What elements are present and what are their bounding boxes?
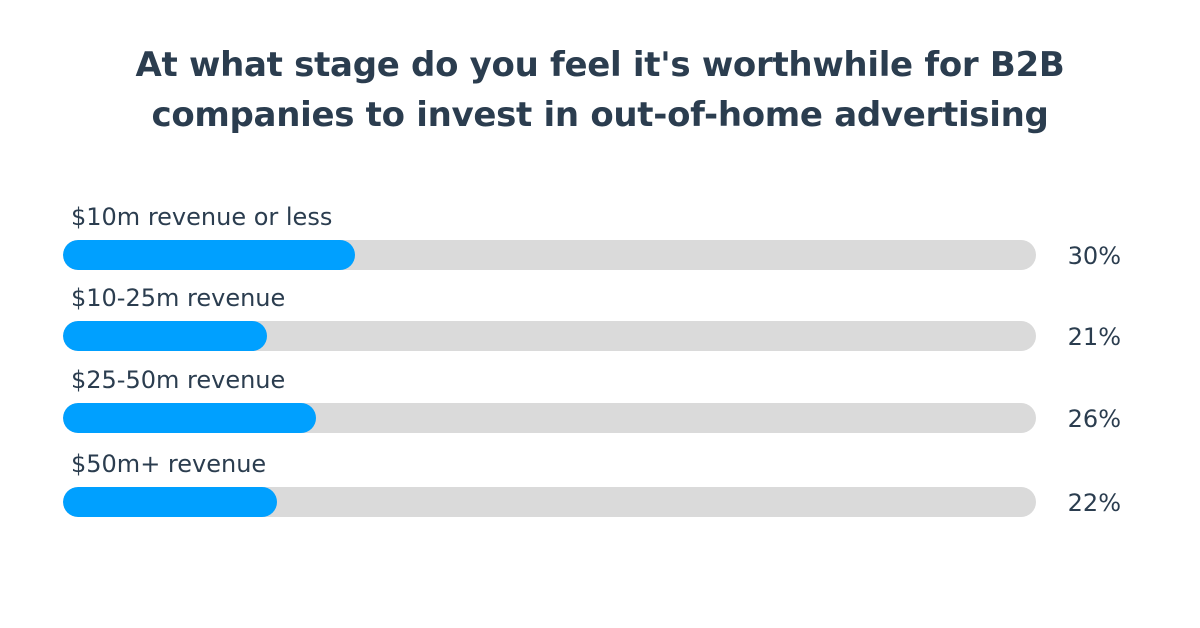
value-label: 21% bbox=[1067, 323, 1121, 351]
value-label: 26% bbox=[1067, 405, 1121, 433]
chart-title-line-2: companies to invest in out-of-home adver… bbox=[151, 95, 1049, 135]
bar-track bbox=[63, 403, 1036, 433]
bar-fill bbox=[63, 321, 267, 351]
bar-row-10m-or-less: $10m revenue or less 30% bbox=[0, 203, 1200, 283]
bar-track bbox=[63, 321, 1036, 351]
bar-fill bbox=[63, 487, 277, 517]
bar-track bbox=[63, 487, 1036, 517]
value-label: 22% bbox=[1067, 489, 1121, 517]
chart-title-line-1: At what stage do you feel it's worthwhil… bbox=[135, 45, 1065, 85]
bar-row-50m-plus: $50m+ revenue 22% bbox=[0, 450, 1200, 530]
category-label: $25-50m revenue bbox=[71, 366, 286, 394]
bar-row-25-50m: $25-50m revenue 26% bbox=[0, 366, 1200, 446]
category-label: $10-25m revenue bbox=[71, 284, 286, 312]
value-label: 30% bbox=[1067, 242, 1121, 270]
bar-fill bbox=[63, 240, 355, 270]
bar-fill bbox=[63, 403, 316, 433]
category-label: $50m+ revenue bbox=[71, 450, 267, 478]
bar-row-10-25m: $10-25m revenue 21% bbox=[0, 284, 1200, 364]
category-label: $10m revenue or less bbox=[71, 203, 333, 231]
bar-track bbox=[63, 240, 1036, 270]
chart-title: At what stage do you feel it's worthwhil… bbox=[0, 40, 1200, 140]
